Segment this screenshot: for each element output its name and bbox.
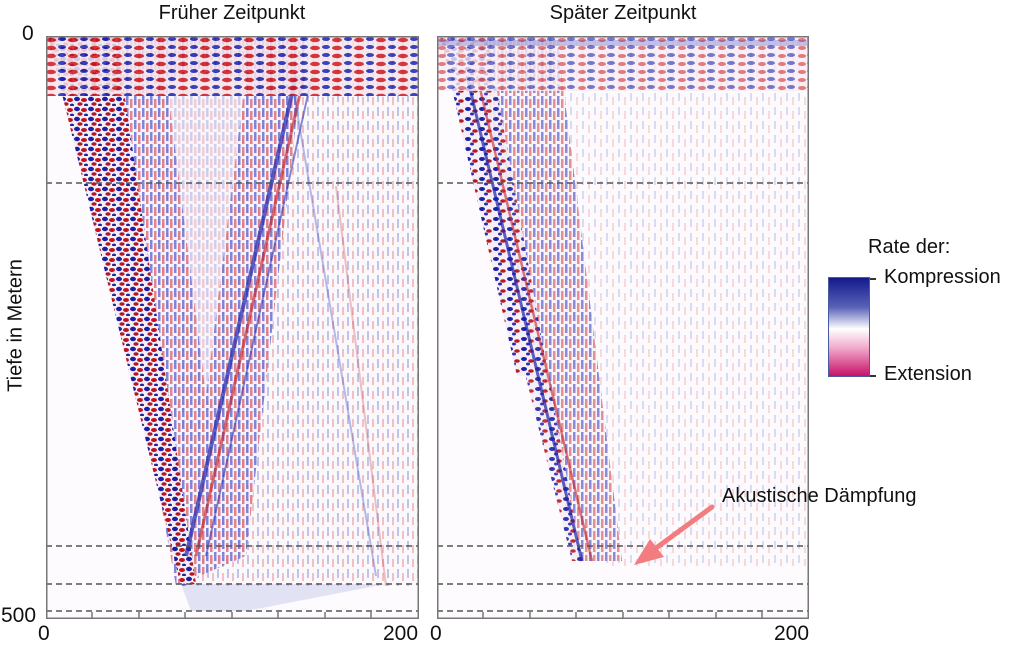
colorbar-label-extension: Extension [884, 363, 972, 385]
colorbar-tick-top [870, 278, 876, 280]
y-tick-top: 0 [22, 22, 34, 45]
x-tick-left-late: 0 [430, 622, 442, 645]
panel-title-early: Früher Zeitpunkt [158, 2, 306, 24]
x-tick-left-early: 0 [38, 622, 50, 645]
dashed-depth-lines [437, 182, 809, 612]
panel-title-late: Später Zeitpunkt [549, 2, 697, 24]
colorbar [828, 277, 870, 377]
colorbar-label-compression: Kompression [884, 266, 1001, 288]
x-tick-right-late: 200 [774, 622, 810, 645]
annotation-label: Akustische Dämpfung [722, 485, 917, 507]
heatmap-early [46, 36, 419, 619]
x-tick-right-early: 200 [383, 622, 419, 645]
colorbar-title: Rate der: [868, 236, 951, 258]
y-axis-label: Tiefe in Metern [4, 259, 27, 392]
annotation-arrow-icon [634, 504, 715, 565]
colorbar-tick-bottom [870, 375, 876, 377]
heatmap-late [437, 36, 809, 619]
dashed-depth-lines [46, 182, 419, 612]
y-tick-bottom: 500 [1, 604, 37, 627]
